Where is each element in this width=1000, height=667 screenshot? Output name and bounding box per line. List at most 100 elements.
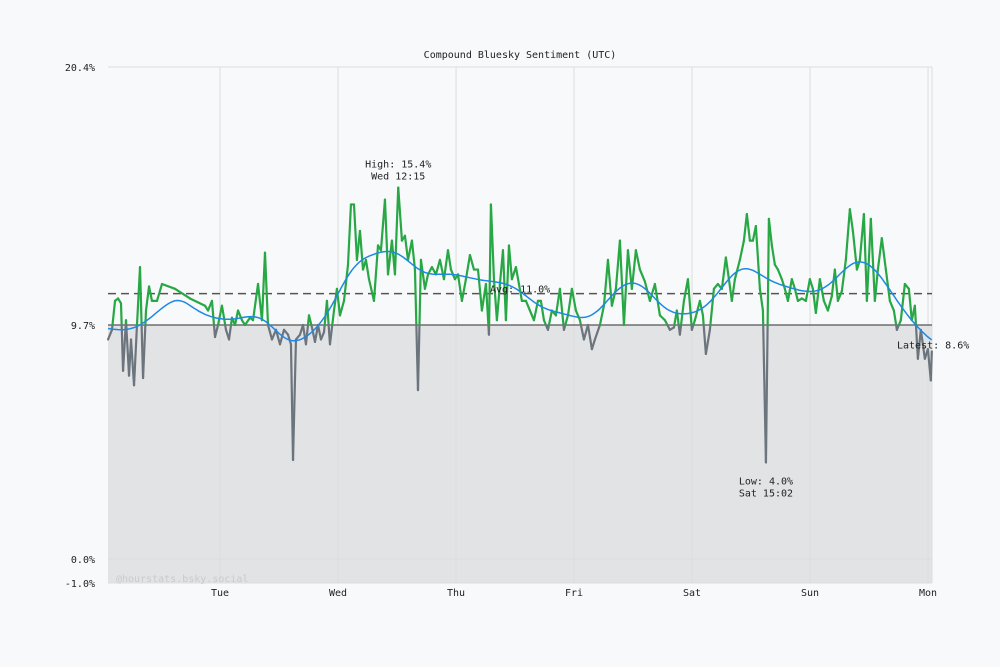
- data-segment: [634, 249, 642, 271]
- smoothed-line: [107, 250, 933, 342]
- average-label: Avg: 11.0%: [490, 285, 550, 296]
- data-segment: [566, 287, 573, 317]
- below-threshold-area: [108, 325, 932, 583]
- data-segment: [233, 309, 240, 327]
- chart-title: Compound Bluesky Sentiment (UTC): [424, 50, 617, 61]
- data-segment: [144, 309, 148, 327]
- data-segment: [919, 328, 926, 360]
- data-segment: [504, 244, 511, 322]
- data-segment: [658, 314, 667, 322]
- data-segment: [489, 203, 496, 281]
- data-segment: [423, 273, 430, 290]
- data-segment: [331, 309, 336, 327]
- data-segment: [227, 323, 233, 341]
- data-segment: [733, 258, 741, 281]
- latest-label: Latest: 8.6%: [897, 341, 969, 352]
- data-segment: [188, 297, 207, 307]
- data-segment: [393, 186, 400, 276]
- data-segment: [524, 299, 532, 312]
- data-segment: [618, 239, 626, 327]
- data-segment: [793, 287, 800, 302]
- data-segment: [766, 217, 771, 327]
- y-tick-label: -1.0%: [65, 579, 95, 590]
- x-tick-label: Tue: [211, 588, 229, 599]
- data-segment: [840, 258, 847, 293]
- data-segment: [679, 299, 686, 327]
- data-segment: [342, 263, 350, 302]
- y-tick-label: 0.0%: [71, 555, 95, 566]
- data-segment: [251, 282, 260, 322]
- data-segment: [243, 316, 252, 327]
- data-segment: [873, 268, 879, 302]
- data-segment: [606, 258, 613, 307]
- data-segment: [335, 287, 342, 317]
- x-tick-label: Fri: [565, 588, 583, 599]
- data-segment: [346, 203, 353, 266]
- data-segment: [865, 217, 872, 302]
- data-segment: [132, 323, 139, 387]
- data-segment: [880, 237, 887, 271]
- data-segment: [547, 309, 553, 327]
- y-tick-label: 9.7%: [71, 321, 95, 332]
- data-segment: [460, 278, 468, 302]
- data-segment: [358, 229, 365, 271]
- y-tick-label: 20.4%: [65, 63, 95, 74]
- data-segment: [598, 304, 606, 327]
- data-segment: [767, 217, 773, 247]
- data-segment: [869, 217, 876, 302]
- data-segment: [702, 323, 707, 356]
- high-time-label: Wed 12:15: [371, 172, 425, 183]
- data-segment: [434, 258, 442, 276]
- data-segment: [804, 278, 811, 302]
- data-segment: [119, 302, 123, 327]
- data-segment: [720, 256, 727, 290]
- data-segment: [574, 309, 582, 322]
- annotations: High: 15.4% Wed 12:15 Low: 4.0% Sat 15:0…: [116, 160, 969, 585]
- data-segment: [836, 290, 843, 302]
- data-segment: [220, 304, 227, 327]
- smoothed-path: [107, 250, 933, 342]
- data-segment: [738, 239, 746, 261]
- data-segment: [907, 287, 913, 322]
- data-segment: [383, 198, 390, 276]
- data-segment: [111, 299, 117, 327]
- data-segment: [913, 304, 918, 327]
- data-segment: [266, 323, 274, 341]
- data-segment: [304, 323, 310, 346]
- data-segment: [884, 268, 891, 302]
- data-segment: [808, 278, 815, 290]
- data-segment: [416, 323, 421, 392]
- data-segment: [564, 314, 570, 327]
- data-segment: [770, 244, 776, 266]
- data-segment: [213, 323, 220, 339]
- data-segment: [539, 299, 546, 322]
- low-label: Low: 4.0%: [739, 476, 793, 487]
- data-segment: [724, 256, 731, 281]
- data-segment: [263, 251, 270, 327]
- data-segment: [814, 278, 821, 315]
- x-tick-label: Wed: [329, 588, 347, 599]
- data-segment: [514, 266, 521, 286]
- x-tick-label: Mon: [919, 588, 937, 599]
- data-segment: [413, 268, 418, 327]
- data-segment: [833, 268, 840, 302]
- data-segment: [352, 203, 359, 261]
- data-segment: [764, 323, 769, 464]
- data-segment: [495, 282, 502, 322]
- data-segment: [464, 253, 472, 281]
- data-segment: [590, 338, 597, 351]
- data-segment: [780, 278, 786, 290]
- x-tick-label: Thu: [447, 588, 465, 599]
- data-segment: [776, 268, 783, 281]
- data-segment: [456, 273, 464, 302]
- data-segment: [579, 323, 586, 341]
- data-segment: [476, 268, 484, 312]
- x-tick-label: Sun: [801, 588, 819, 599]
- data-segment: [468, 253, 476, 271]
- data-segment: [141, 323, 147, 380]
- data-segment: [844, 208, 851, 261]
- data-segment: [622, 249, 630, 327]
- data-segment: [216, 304, 224, 327]
- data-segment: [138, 266, 143, 327]
- data-segment: [147, 285, 154, 302]
